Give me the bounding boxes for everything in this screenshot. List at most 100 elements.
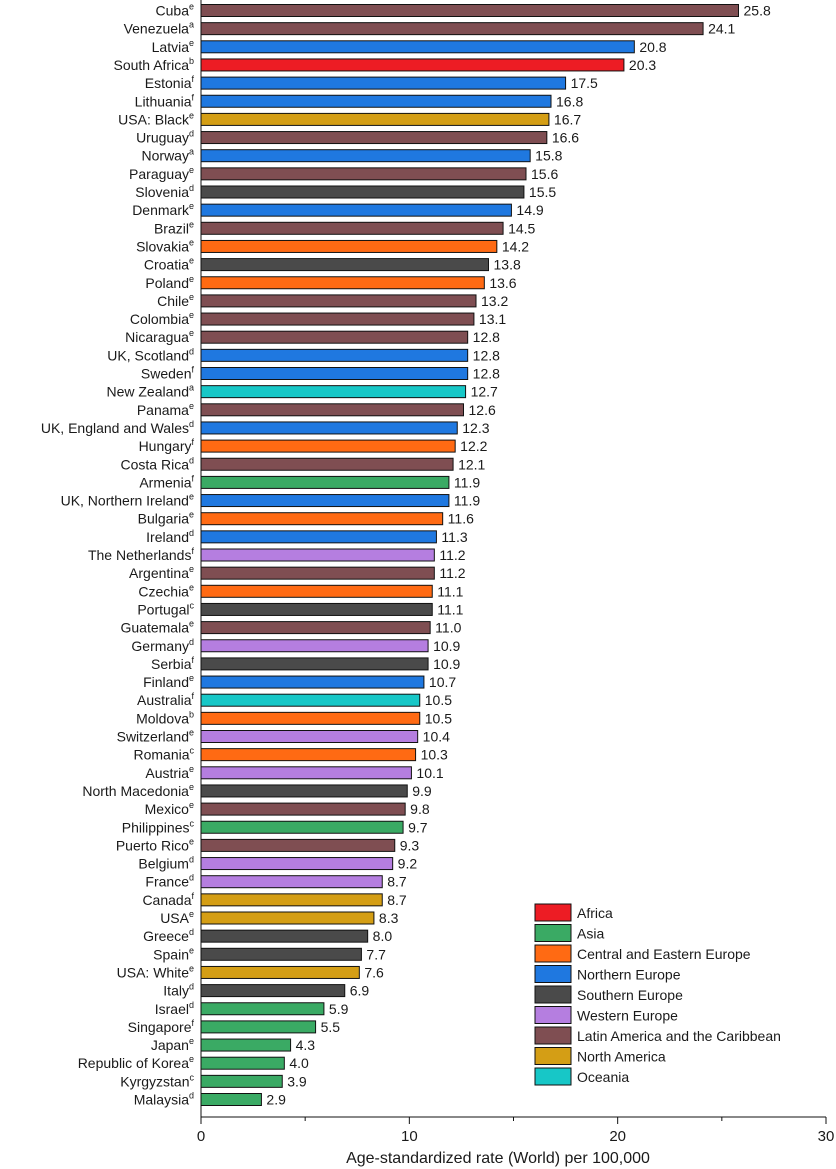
legend-label: Southern Europe bbox=[577, 987, 683, 1003]
bar bbox=[200, 348, 469, 362]
x-axis: 0 10 20 30 bbox=[197, 0, 834, 1145]
category-superscript: e bbox=[189, 582, 194, 592]
value-label: 9.8 bbox=[410, 801, 430, 817]
category-label: Polande bbox=[145, 274, 194, 291]
value-label: 11.0 bbox=[435, 620, 461, 636]
category-label: USA: Whitee bbox=[117, 963, 194, 980]
category-name: Estonia bbox=[145, 75, 192, 91]
bar bbox=[200, 94, 552, 108]
category-superscript: d bbox=[189, 873, 194, 883]
category-name: Costa Rica bbox=[121, 456, 190, 472]
value-label: 3.9 bbox=[287, 1073, 307, 1089]
value-label: 12.8 bbox=[473, 347, 500, 363]
bar bbox=[200, 276, 485, 290]
category-label: Austriae bbox=[145, 764, 194, 781]
value-label: 9.9 bbox=[412, 783, 432, 799]
value-label: 13.2 bbox=[481, 293, 508, 309]
category-name: Poland bbox=[145, 275, 189, 291]
bar bbox=[200, 4, 739, 17]
category-superscript: d bbox=[189, 346, 194, 356]
value-label: 8.7 bbox=[387, 892, 407, 908]
category-label: Guatemalae bbox=[121, 619, 195, 636]
value-label: 16.8 bbox=[556, 93, 583, 109]
category-name: Hungary bbox=[139, 438, 192, 454]
category-name: Moldova bbox=[136, 710, 189, 726]
category-superscript: d bbox=[189, 927, 194, 937]
bar bbox=[200, 367, 469, 380]
value-label: 9.2 bbox=[398, 856, 418, 872]
category-name: Malaysia bbox=[134, 1092, 189, 1108]
value-label: 11.6 bbox=[448, 511, 474, 527]
category-name: Switzerland bbox=[117, 729, 189, 745]
bar bbox=[200, 711, 421, 725]
x-tick-label: 10 bbox=[401, 1128, 418, 1145]
bar bbox=[200, 548, 435, 562]
bar bbox=[200, 584, 433, 598]
category-label: Venezuelaa bbox=[124, 20, 194, 37]
bar bbox=[200, 621, 431, 635]
value-label: 14.5 bbox=[508, 220, 535, 236]
bar bbox=[200, 131, 548, 145]
legend-swatch bbox=[534, 1067, 572, 1086]
category-label: Republic of Koreae bbox=[78, 1054, 194, 1071]
category-name: Venezuela bbox=[124, 21, 190, 37]
category-label: South Africab bbox=[113, 56, 194, 73]
bar bbox=[200, 730, 419, 743]
category-label: Kyrgyzstanc bbox=[120, 1072, 194, 1089]
category-superscript: e bbox=[189, 909, 194, 919]
category-name: USA bbox=[160, 910, 189, 926]
category-name: Paraguay bbox=[129, 166, 189, 182]
value-label: 15.6 bbox=[531, 166, 558, 182]
value-label: 7.6 bbox=[364, 964, 384, 980]
category-name: Sweden bbox=[141, 366, 192, 382]
category-name: Portugal bbox=[137, 601, 189, 617]
category-name: Kyrgyzstan bbox=[120, 1073, 189, 1089]
category-label: Malaysiad bbox=[134, 1091, 194, 1108]
value-label: 20.3 bbox=[629, 57, 656, 73]
value-label: 12.1 bbox=[458, 456, 485, 472]
category-name: Italy bbox=[163, 983, 189, 999]
legend-swatch bbox=[534, 944, 572, 963]
value-label: 8.0 bbox=[373, 928, 393, 944]
category-name: Canada bbox=[142, 892, 191, 908]
legend-label: Asia bbox=[577, 926, 604, 942]
category-name: Nicaragua bbox=[125, 329, 189, 345]
bar bbox=[200, 838, 396, 852]
category-name: France bbox=[145, 874, 189, 890]
category-superscript: f bbox=[191, 92, 194, 102]
legend-swatch bbox=[534, 1006, 572, 1024]
category-superscript: c bbox=[190, 1072, 195, 1082]
legend-swatch bbox=[534, 965, 572, 983]
bar bbox=[200, 802, 406, 816]
category-name: Greece bbox=[143, 928, 189, 944]
category-name: Romania bbox=[133, 747, 189, 763]
category-name: Lithuania bbox=[135, 93, 192, 109]
category-name: Chile bbox=[157, 293, 189, 309]
value-label: 13.6 bbox=[489, 275, 516, 291]
value-label: 12.8 bbox=[473, 366, 500, 382]
legend-swatch bbox=[534, 985, 572, 1004]
category-superscript: e bbox=[189, 1036, 194, 1046]
category-label: Paraguaye bbox=[129, 165, 194, 182]
value-label: 25.8 bbox=[744, 3, 771, 19]
category-label: Brazile bbox=[154, 219, 194, 236]
category-superscript: a bbox=[189, 147, 194, 157]
bar bbox=[200, 239, 498, 253]
category-name: Serbia bbox=[151, 656, 192, 672]
category-name: Ireland bbox=[146, 529, 189, 545]
bar bbox=[200, 965, 360, 979]
bar bbox=[200, 58, 625, 72]
value-label: 11.2 bbox=[439, 565, 465, 581]
value-label: 4.0 bbox=[289, 1055, 309, 1071]
value-label: 12.8 bbox=[473, 329, 500, 345]
value-label: 12.6 bbox=[469, 402, 496, 418]
category-superscript: f bbox=[191, 655, 194, 665]
category-superscript: e bbox=[189, 492, 194, 502]
bar bbox=[200, 984, 346, 998]
category-name: Puerto Rico bbox=[116, 837, 189, 853]
category-superscript: e bbox=[189, 219, 194, 229]
value-label: 6.9 bbox=[350, 983, 370, 999]
bar bbox=[200, 439, 456, 453]
x-tick-label: 0 bbox=[197, 1128, 205, 1145]
category-name: Argentina bbox=[129, 565, 189, 581]
